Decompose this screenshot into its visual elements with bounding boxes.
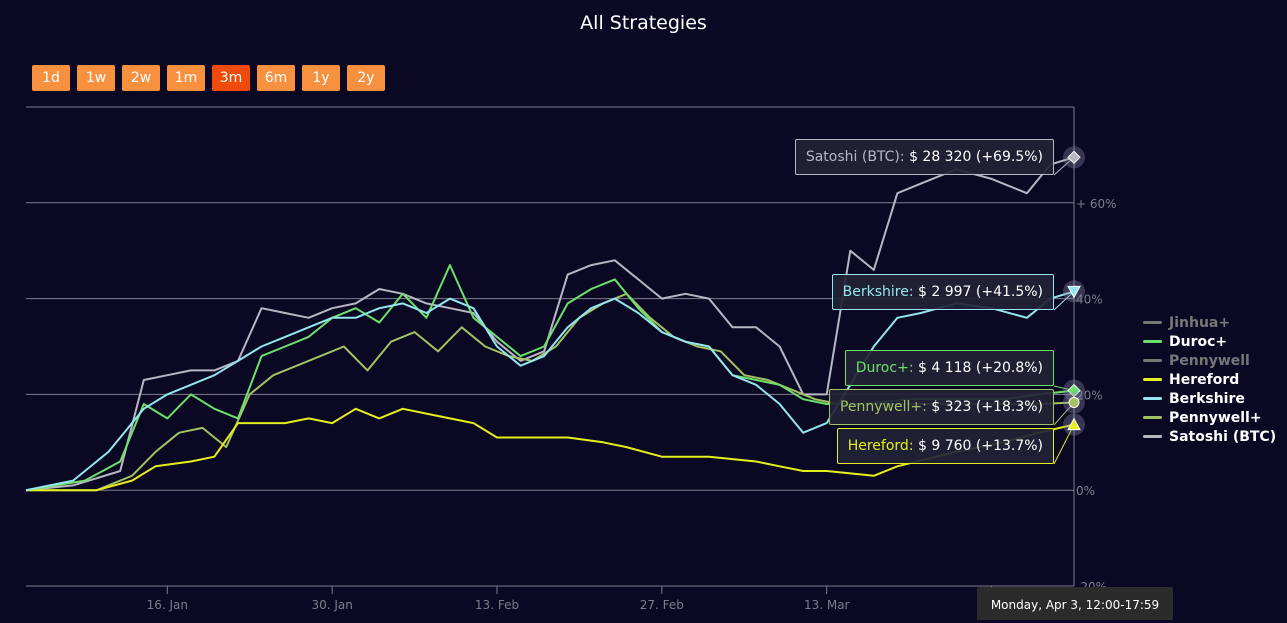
tooltip-satoshi-btc: Satoshi (BTC): $ 28 320 (+69.5%) [794, 139, 1054, 175]
legend-swatch [1143, 340, 1162, 343]
legend-item-jinhua[interactable]: Jinhua+ [1143, 313, 1276, 332]
x-tick-label: 13. Mar [804, 598, 850, 612]
range-button-1m[interactable]: 1m [167, 65, 205, 91]
tooltip-hereford: Hereford: $ 9 760 (+13.7%) [836, 428, 1054, 464]
legend-label: Jinhua+ [1169, 314, 1231, 331]
legend-item-pennywell[interactable]: Pennywell [1143, 351, 1276, 370]
range-button-1y[interactable]: 1y [302, 65, 340, 91]
legend-swatch [1143, 378, 1162, 381]
marker-pennywell [1068, 397, 1080, 409]
tooltip-series-name: Berkshire [842, 284, 909, 300]
range-button-1d[interactable]: 1d [32, 65, 70, 91]
range-selector: 1d 1w 2w 1m 3m 6m 1y 2y [32, 65, 385, 91]
y-tick-label: 0% [1076, 484, 1095, 498]
tooltip-value: $ 323 (+18.3%) [931, 399, 1043, 415]
tooltip-connector-hereford [1053, 424, 1075, 465]
tooltip-separator: : [908, 438, 918, 454]
tooltip-separator: : [908, 284, 918, 300]
tooltip-separator: : [899, 149, 910, 165]
tooltip-series-name: Duroc+ [855, 360, 909, 376]
marker-hereford [1067, 417, 1081, 431]
y-tick-label: + 60% [1076, 197, 1117, 211]
range-button-2y[interactable]: 2y [347, 65, 385, 91]
tooltip-pennywell: Pennywell+: $ 323 (+18.3%) [828, 389, 1054, 425]
tooltip-series-name: Satoshi (BTC) [805, 149, 900, 165]
legend-swatch [1143, 321, 1162, 324]
tooltip-series-name: Hereford [847, 438, 909, 454]
legend-label: Satoshi (BTC) [1169, 428, 1277, 445]
legend-item-satoshi-btc[interactable]: Satoshi (BTC) [1143, 427, 1276, 446]
y-tick-label: 40% [1076, 293, 1103, 307]
tooltip-series-name: Pennywell+ [839, 399, 923, 415]
legend-label: Berkshire [1169, 390, 1245, 407]
legend-label: Hereford [1169, 371, 1240, 388]
tooltip-value: $ 28 320 (+69.5%) [909, 149, 1043, 165]
tooltip-connector-berkshire [1053, 291, 1075, 311]
series-line-berkshire [25, 290, 1075, 492]
legend-swatch [1143, 416, 1162, 419]
y-tick-label: 20% [1076, 388, 1103, 402]
series-line-duroc [25, 264, 1075, 492]
tooltip-separator: : [922, 399, 932, 415]
marker-satoshi-btc [1067, 150, 1081, 165]
legend-item-hereford[interactable]: Hereford [1143, 370, 1276, 389]
legend-item-duroc[interactable]: Duroc+ [1143, 332, 1276, 351]
series-line-hereford [26, 407, 1075, 492]
tooltip-berkshire: Berkshire: $ 2 997 (+41.5%) [831, 274, 1054, 310]
legend-label: Pennywell+ [1169, 409, 1262, 426]
tooltip-value: $ 2 997 (+41.5%) [917, 284, 1043, 300]
x-tick-label: 16. Jan [147, 598, 188, 612]
range-button-1w[interactable]: 1w [77, 65, 115, 91]
series-line-pennywell [26, 292, 1075, 492]
date-tooltip: Monday, Apr 3, 12:00-17:59 [977, 587, 1173, 620]
legend-label: Pennywell [1169, 352, 1250, 369]
chart-legend: Jinhua+ Duroc+ Pennywell Hereford Berkshire P… [1143, 313, 1276, 446]
range-button-2w[interactable]: 2w [122, 65, 160, 91]
tooltip-separator: : [908, 360, 918, 376]
tooltip-value: $ 4 118 (+20.8%) [917, 360, 1043, 376]
marker-duroc [1067, 383, 1081, 398]
chart-title: All Strategies [580, 12, 707, 34]
range-button-3m[interactable]: 3m [212, 65, 250, 91]
marker-berkshire [1067, 285, 1081, 299]
tooltip-value: $ 9 760 (+13.7%) [917, 438, 1043, 454]
range-button-6m[interactable]: 6m [257, 65, 295, 91]
legend-swatch [1143, 359, 1162, 362]
legend-item-pennywell[interactable]: Pennywell+ [1143, 408, 1276, 427]
x-tick-label: 30. Jan [311, 598, 352, 612]
legend-item-berkshire[interactable]: Berkshire [1143, 389, 1276, 408]
legend-swatch [1143, 435, 1162, 438]
x-tick-label: 13. Feb [475, 598, 519, 612]
legend-label: Duroc+ [1169, 333, 1228, 350]
tooltip-duroc: Duroc+: $ 4 118 (+20.8%) [844, 350, 1054, 386]
legend-swatch [1143, 397, 1162, 400]
x-tick-label: 27. Feb [640, 598, 684, 612]
